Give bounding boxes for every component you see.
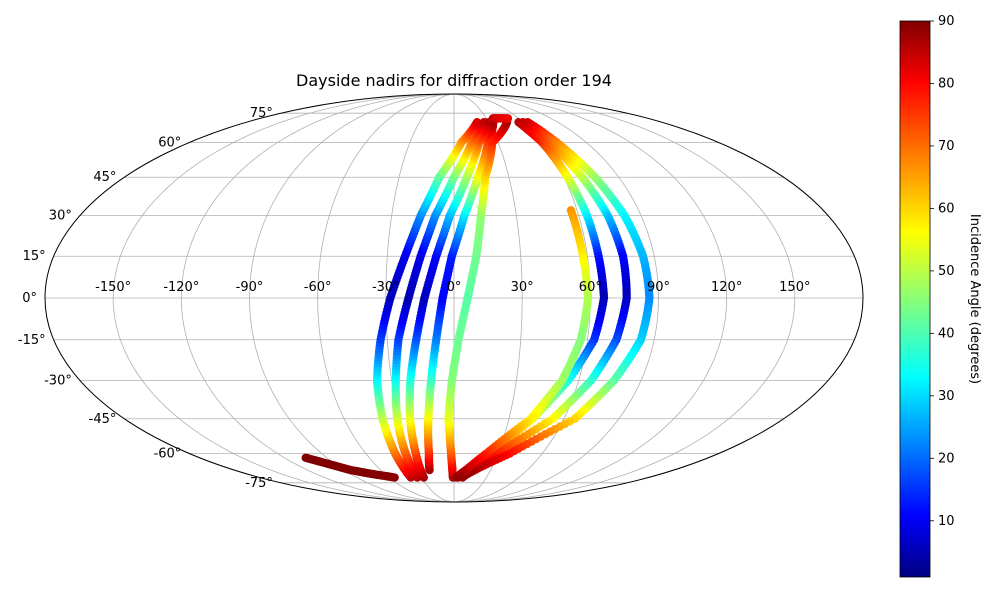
lon-tick-label: -120° (163, 280, 199, 295)
lat-tick-label: -45° (89, 412, 117, 427)
lon-grid-line (453, 94, 728, 502)
lon-tick-label: -30° (372, 280, 400, 295)
data-point (390, 473, 399, 482)
lon-grid-line (453, 94, 659, 502)
data-point (503, 114, 513, 123)
lon-tick-label: 90° (647, 280, 670, 295)
scatter-points (301, 114, 654, 482)
lat-tick-label: 45° (93, 170, 116, 185)
lat-tick-label: -30° (44, 373, 72, 388)
lat-tick-label: 60° (158, 135, 181, 150)
lat-tick-labels: -75° -60° -45° -30° -15° 0° 15° 30° 45° 60° 75° (18, 106, 273, 491)
lon-grid-line (112, 94, 455, 502)
colorbar-ticks: 10 20 30 40 50 60 70 80 90 (930, 14, 955, 529)
colorbar-tick-label: 20 (938, 451, 955, 466)
lat-tick-label: 30° (49, 209, 72, 224)
lon-tick-label: 60° (579, 280, 602, 295)
lat-tick-label: -60° (154, 447, 182, 462)
lon-tick-labels: -150° -120° -90° -60° -30° 0° 30° 60° 90° 120° 150… (95, 280, 810, 295)
lon-tick-label: -90° (236, 280, 264, 295)
lon-tick-label: 150° (779, 280, 810, 295)
lon-tick-label: 0° (447, 280, 462, 295)
data-point (454, 473, 463, 482)
colorbar: 10 20 30 40 50 60 70 80 90 Incidence Angle (degr… (899, 14, 982, 578)
colorbar-tick-label: 60 (938, 201, 955, 216)
lat-tick-label: 0° (22, 291, 37, 306)
colorbar-tick-label: 50 (938, 264, 955, 279)
lat-tick-label: -75° (245, 476, 273, 491)
lon-tick-label: 120° (711, 280, 742, 295)
lon-grid-line (180, 94, 455, 502)
lon-tick-label: 30° (511, 280, 534, 295)
colorbar-tick-label: 90 (938, 14, 955, 29)
lon-tick-label: -150° (95, 280, 131, 295)
lon-grid-line (249, 94, 455, 502)
chart-title: Dayside nadirs for diffraction order 194 (296, 71, 612, 90)
colorbar-label: Incidence Angle (degrees) (967, 214, 982, 384)
colorbar-tick-label: 80 (938, 76, 955, 91)
map-boundary (44, 93, 864, 503)
colorbar-tick-label: 40 (938, 326, 955, 341)
lon-grid-line (453, 94, 796, 502)
lon-tick-label: -60° (304, 280, 332, 295)
colorbar-gradient (899, 20, 931, 578)
colorbar-tick-label: 10 (938, 514, 955, 529)
colorbar-tick-label: 30 (938, 389, 955, 404)
lon-grid-line (317, 94, 455, 502)
lat-tick-label: -15° (18, 333, 46, 348)
colorbar-tick-label: 70 (938, 139, 955, 154)
lat-tick-label: 15° (23, 249, 46, 264)
lat-tick-label: 75° (250, 106, 273, 121)
